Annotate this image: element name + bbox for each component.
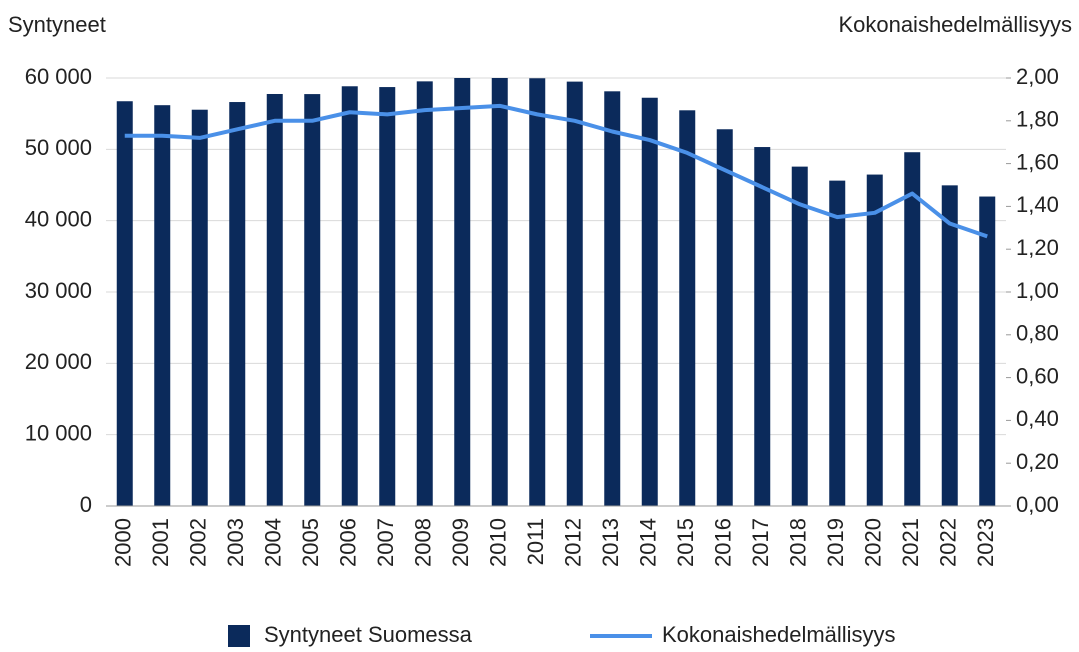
y-tick-label: 50 000 xyxy=(25,135,92,160)
bar xyxy=(341,86,358,507)
y-tick-label: 30 000 xyxy=(25,278,92,303)
x-tick-label: 2008 xyxy=(411,518,436,567)
x-tick-label: 2003 xyxy=(223,518,248,567)
y2-tick-label: 0,80 xyxy=(1016,321,1059,346)
x-tick-label: 2009 xyxy=(448,518,473,567)
bar xyxy=(379,87,396,506)
x-tick-label: 2017 xyxy=(748,518,773,567)
bar xyxy=(716,129,733,506)
y2-tick-label: 0,00 xyxy=(1016,492,1059,517)
y2-tick-label: 0,40 xyxy=(1016,406,1059,431)
bar xyxy=(529,78,546,506)
x-tick-label: 2022 xyxy=(936,518,961,567)
y-tick-label: 0 xyxy=(80,492,92,517)
bar xyxy=(566,81,583,506)
legend-label: Kokonaishedelmällisyys xyxy=(662,622,896,647)
y2-tick-label: 1,00 xyxy=(1016,278,1059,303)
bar xyxy=(754,147,771,507)
bar xyxy=(941,185,958,506)
x-tick-label: 2006 xyxy=(336,518,361,567)
y-axis-title: Syntyneet xyxy=(8,12,106,37)
bar xyxy=(791,166,808,506)
y2-tick-label: 1,20 xyxy=(1016,235,1059,260)
legend-label: Syntyneet Suomessa xyxy=(264,622,473,647)
x-tick-label: 2004 xyxy=(261,518,286,567)
y2-tick-label: 0,60 xyxy=(1016,363,1059,388)
y-tick-label: 10 000 xyxy=(25,420,92,445)
bar xyxy=(866,174,883,506)
y2-tick-label: 1,40 xyxy=(1016,192,1059,217)
bar xyxy=(641,97,658,507)
x-tick-label: 2016 xyxy=(711,518,736,567)
bar xyxy=(454,78,471,506)
x-tick-label: 2018 xyxy=(786,518,811,567)
bar xyxy=(266,93,283,507)
y2-tick-label: 1,60 xyxy=(1016,149,1059,174)
x-tick-label: 2013 xyxy=(598,518,623,567)
bar xyxy=(229,102,246,506)
x-tick-label: 2015 xyxy=(673,518,698,567)
y2-tick-label: 1,80 xyxy=(1016,107,1059,132)
y2-tick-label: 2,00 xyxy=(1016,64,1059,89)
y2-axis-title: Kokonaishedelmällisyys xyxy=(838,12,1072,37)
x-tick-label: 2011 xyxy=(523,518,548,565)
x-tick-label: 2010 xyxy=(486,518,511,567)
bar xyxy=(904,152,921,506)
y2-tick-label: 0,20 xyxy=(1016,449,1059,474)
y-tick-label: 20 000 xyxy=(25,349,92,374)
x-tick-label: 2014 xyxy=(636,518,661,567)
x-tick-label: 2007 xyxy=(373,518,398,567)
legend-swatch xyxy=(228,625,250,647)
line xyxy=(124,103,988,239)
bar xyxy=(191,109,208,506)
x-tick-label: 2000 xyxy=(111,518,136,567)
bar xyxy=(979,196,996,506)
y-tick-label: 40 000 xyxy=(25,206,92,231)
bar xyxy=(416,81,433,507)
x-tick-label: 2023 xyxy=(973,518,998,567)
bar xyxy=(604,91,621,507)
bar xyxy=(829,180,846,507)
x-tick-label: 2019 xyxy=(823,518,848,567)
x-tick-label: 2002 xyxy=(186,518,211,567)
bar xyxy=(116,101,133,506)
bar xyxy=(679,110,696,506)
x-tick-label: 2012 xyxy=(561,518,586,567)
y-tick-label: 60 000 xyxy=(25,64,92,89)
x-tick-label: 2020 xyxy=(861,518,886,567)
bar xyxy=(304,94,321,506)
x-tick-label: 2021 xyxy=(898,518,923,567)
bar xyxy=(154,105,171,507)
bar xyxy=(491,78,508,506)
x-tick-label: 2001 xyxy=(148,518,173,567)
x-tick-label: 2005 xyxy=(298,518,323,567)
